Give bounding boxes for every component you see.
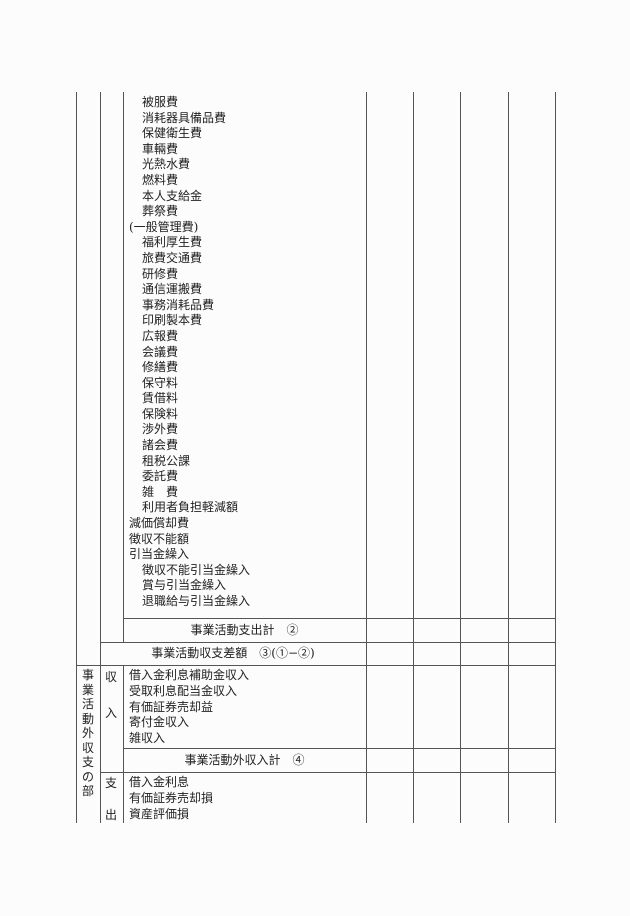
expense-item: 広報費 <box>142 328 179 343</box>
expense-item: 消耗器具備品費 <box>142 110 227 125</box>
expense-item: 光熱水費 <box>142 157 191 172</box>
column-line <box>100 92 101 665</box>
income-item: 雑収入 <box>129 731 166 746</box>
expense-label-bottom: 出 <box>105 808 118 822</box>
non-operating-section-label: 事業活動外収支の部 <box>81 668 94 798</box>
row-line <box>100 642 556 643</box>
non-operating-expense-items: 借入金利息 有価証券売却損 資産評価損 <box>129 775 213 822</box>
column-line <box>100 665 101 823</box>
expense-item: (一般管理費) <box>129 219 199 234</box>
expense-item: 引当金繰入 <box>129 547 190 562</box>
column-line <box>123 665 124 823</box>
operating-balance-label: 事業活動収支差額 ③(①−②) <box>151 646 315 660</box>
column-line <box>508 92 509 823</box>
column-line <box>413 92 414 823</box>
expense-item: 租税公課 <box>142 453 191 468</box>
expense-item: 渉外費 <box>142 422 179 437</box>
expense-item: 委託費 <box>142 469 179 484</box>
row-line <box>76 665 556 666</box>
row-line <box>100 772 556 773</box>
expense-item: 諸会費 <box>142 438 179 453</box>
expense-item: 賃借料 <box>142 391 179 406</box>
income-item: 借入金利息補助金収入 <box>129 668 250 682</box>
non-operating-income-total-label: 事業活動外収入計 ④ <box>184 753 305 767</box>
expense-item: 利用者負担軽減額 <box>142 500 239 515</box>
expense-item: 減価償却費 <box>129 516 190 531</box>
non-operating-expense-item: 資産評価損 <box>129 806 190 821</box>
expense-item: 保健衛生費 <box>142 126 203 141</box>
expense-item: 徴収不能引当金繰入 <box>142 562 251 577</box>
expense-item: 事務消耗品費 <box>142 297 215 312</box>
expense-item: 研修費 <box>142 266 179 281</box>
expense-item: 印刷製本費 <box>142 313 203 328</box>
expense-label-top: 支 <box>105 776 118 790</box>
expense-item: 賞与引当金繰入 <box>142 578 227 593</box>
table-border-left <box>76 92 77 823</box>
non-operating-expense-item: 借入金利息 <box>129 775 190 789</box>
table-border-right <box>555 92 556 823</box>
expense-item: 車輛費 <box>142 141 179 156</box>
expense-item: 退職給与引当金繰入 <box>142 594 251 608</box>
expense-item: 保守料 <box>142 375 179 390</box>
non-operating-expense-item: 有価証券売却損 <box>129 790 214 805</box>
expense-item: 福利厚生費 <box>142 235 203 250</box>
column-line <box>366 92 367 823</box>
expense-item: 本人支給金 <box>142 188 203 203</box>
column-line <box>123 92 124 642</box>
income-item: 寄付金収入 <box>129 715 190 730</box>
row-line <box>123 748 556 749</box>
income-item: 受取利息配当金収入 <box>129 683 238 698</box>
row-line <box>123 618 556 619</box>
expense-item: 被服費 <box>142 95 179 109</box>
income-label-top: 収 <box>105 670 118 684</box>
expense-item: 保険料 <box>142 406 179 421</box>
expense-item: 通信運搬費 <box>142 282 203 297</box>
income-item: 有価証券売却益 <box>129 699 214 714</box>
expense-item: 燃料費 <box>142 172 179 187</box>
operating-expense-items: 被服費 消耗器具備品費 保健衛生費 車輛費 光熱水費 燃料費 本人支給金 葬祭費 (一般管理費)… <box>129 95 250 610</box>
expense-item: 徴収不能額 <box>129 531 190 546</box>
expense-item: 葬祭費 <box>142 204 179 219</box>
expense-item: 修繕費 <box>142 360 179 375</box>
expense-item: 旅費交通費 <box>142 250 203 265</box>
operating-expense-total-label: 事業活動支出計 ② <box>190 623 299 637</box>
non-operating-income-items: 借入金利息補助金収入 受取利息配当金収入 有価証券売却益 寄付金収入 雑収入 <box>129 668 249 747</box>
expense-item: 雑 費 <box>142 484 179 499</box>
column-line <box>460 92 461 823</box>
income-label-bottom: 入 <box>105 706 118 720</box>
expense-item: 会議費 <box>142 344 179 359</box>
